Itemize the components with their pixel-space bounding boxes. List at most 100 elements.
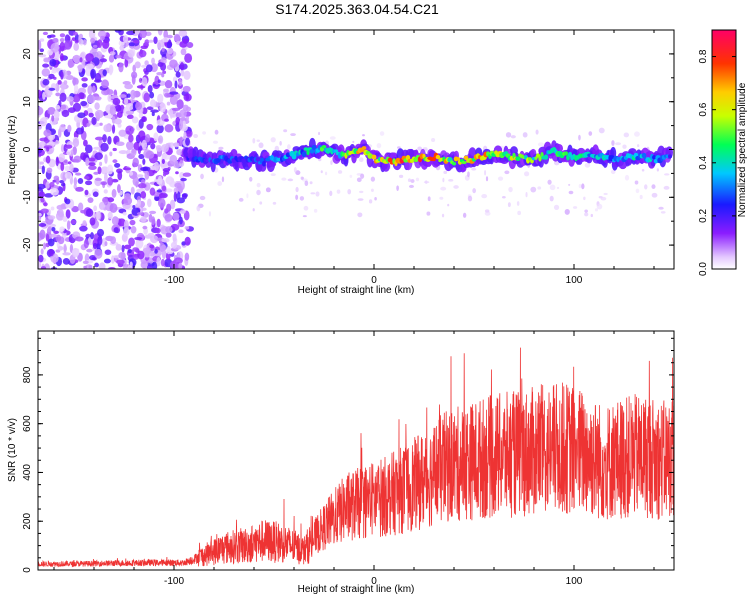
noise-speckle [448,179,454,182]
noise-speckle [293,167,297,173]
noise-speckle [119,44,125,51]
noise-speckle [108,66,113,76]
noise-speckle [106,89,114,95]
noise-speckle [179,62,185,71]
signal-core-point [461,160,467,165]
noise-speckle [376,143,382,149]
noise-speckle [125,125,134,135]
spectrogram-noise-field [38,30,672,269]
noise-speckle [357,198,364,201]
noise-speckle [48,87,56,91]
noise-speckle [162,173,167,177]
noise-speckle [132,176,140,187]
noise-speckle [664,173,670,176]
signal-core-point [515,156,521,161]
noise-speckle [61,109,70,118]
noise-speckle [112,97,121,106]
noise-speckle [115,54,122,59]
noise-speckle [59,38,65,43]
noise-speckle [129,171,134,176]
noise-speckle [178,229,184,234]
noise-speckle [84,189,89,196]
noise-speckle [85,53,94,63]
noise-speckle [62,216,68,222]
noise-speckle [104,114,113,119]
noise-speckle [66,220,71,231]
noise-speckle [139,145,143,151]
noise-speckle [170,142,174,150]
noise-speckle [47,91,53,96]
y-tick-label: 0 [22,567,33,573]
colorbar: 0.0 0.2 0.4 0.6 0.8 Normalized spectral ampl… [698,29,748,276]
noise-speckle [173,191,177,202]
noise-speckle [129,261,133,268]
noise-speckle [303,205,309,211]
noise-speckle [623,132,630,138]
noise-speckle [101,79,110,89]
noise-speckle [90,37,96,44]
noise-speckle [118,252,126,259]
noise-speckle [87,162,96,167]
noise-speckle [259,201,263,205]
noise-speckle [112,159,118,164]
noise-speckle [185,137,191,146]
noise-speckle [102,69,107,77]
noise-speckle [584,162,591,168]
noise-speckle [38,191,45,198]
noise-speckle [40,248,44,255]
noise-speckle [156,189,163,193]
noise-speckle [39,229,46,240]
noise-speckle [97,166,102,175]
noise-speckle [126,30,136,36]
noise-speckle [127,249,132,254]
noise-speckle [535,129,539,135]
noise-speckle [178,262,183,269]
noise-speckle [42,91,46,100]
y-tick-label: 800 [22,366,33,383]
noise-speckle [111,188,117,198]
noise-speckle [88,157,96,162]
noise-speckle [147,85,153,93]
x-tick-label: -100 [164,275,184,286]
colorbar-ticks: 0.0 0.2 0.4 0.6 0.8 [698,49,736,276]
noise-speckle [42,63,50,68]
noise-speckle [52,37,59,43]
noise-speckle [615,142,621,146]
noise-speckle [123,219,129,230]
noise-speckle [82,220,87,226]
noise-speckle [501,196,506,199]
noise-speckle [200,173,204,180]
spectrogram-y-ticks: -20 -10 0 10 20 [22,29,674,270]
noise-speckle [81,77,88,82]
noise-speckle [81,68,86,75]
noise-speckle [424,180,428,185]
noise-speckle [107,94,112,102]
noise-speckle [598,127,605,134]
noise-speckle [88,165,97,171]
signal-core-point [451,161,457,166]
noise-speckle [143,92,150,103]
noise-speckle [530,186,537,193]
noise-speckle [85,264,93,269]
snr-frame [37,330,675,571]
noise-speckle [141,64,148,68]
noise-speckle [442,177,445,183]
noise-speckle [508,186,513,193]
noise-speckle [59,179,65,184]
noise-speckle [72,54,81,64]
noise-speckle [310,192,316,195]
noise-speckle [57,245,64,251]
noise-speckle [94,152,103,161]
signal-halo [230,148,238,158]
noise-speckle [94,72,102,83]
noise-speckle [93,96,102,101]
noise-speckle [100,35,105,41]
noise-speckle [46,167,53,174]
noise-speckle [38,160,41,169]
signal-core-point [667,154,673,159]
noise-speckle [59,92,67,102]
noise-speckle [43,202,48,207]
noise-speckle [639,194,643,200]
